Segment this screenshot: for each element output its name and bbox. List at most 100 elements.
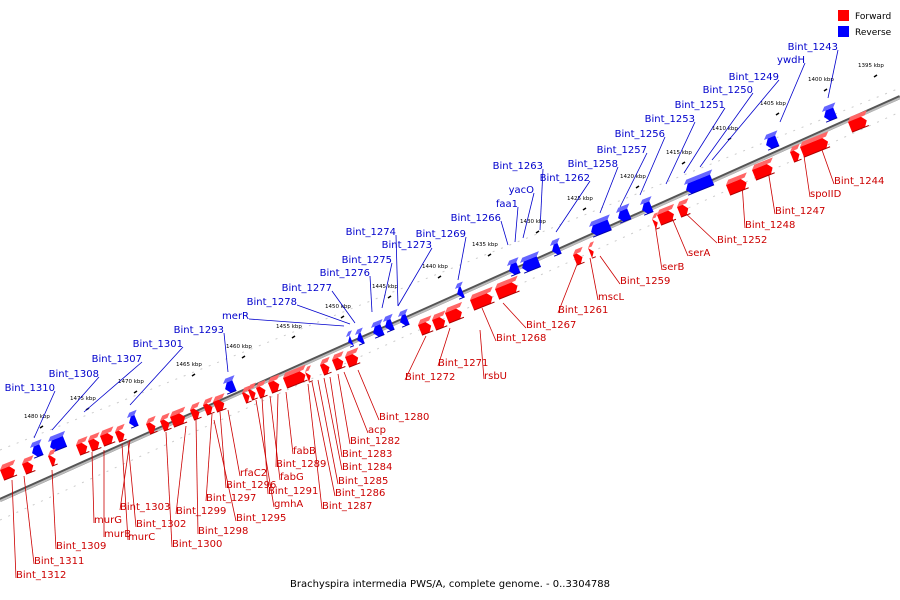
forward-gene-body	[160, 419, 170, 432]
reverse-gene-top	[30, 439, 42, 448]
kbp-label: 1425 kbp	[567, 196, 593, 202]
reverse-gene-label[interactable]: faa1	[496, 199, 518, 210]
forward-gene-label[interactable]: Bint_1298	[198, 526, 248, 537]
forward-gene-body	[213, 399, 225, 413]
forward-gene-label[interactable]: Bint_1271	[438, 358, 488, 369]
reverse-gene-label[interactable]: Bint_1253	[645, 114, 695, 125]
forward-gene-label[interactable]: Bint_1312	[16, 570, 66, 581]
forward-gene-label-leader	[589, 257, 599, 301]
forward-gene-label[interactable]: serB	[662, 262, 684, 273]
forward-gene-label[interactable]: Bint_1309	[56, 541, 106, 552]
kbp-tick	[133, 390, 138, 394]
reverse-gene-label[interactable]: Bint_1307	[92, 354, 142, 365]
forward-gene-label[interactable]: Bint_1302	[136, 519, 186, 530]
reverse-gene-label[interactable]: Bint_1249	[729, 72, 779, 83]
reverse-gene-label[interactable]: Bint_1274	[346, 227, 396, 238]
forward-gene-label[interactable]: Bint_1295	[236, 513, 286, 524]
reverse-gene-body	[824, 107, 838, 121]
forward-gene-label[interactable]: murC	[128, 532, 155, 543]
forward-gene-label-leader	[127, 441, 137, 528]
reverse-gene-label[interactable]: Bint_1276	[320, 268, 370, 279]
kbp-tick	[775, 112, 780, 116]
forward-gene-edge	[193, 416, 202, 421]
reverse-gene-label[interactable]: Bint_1301	[133, 339, 183, 350]
forward-gene-label-leader	[479, 329, 485, 380]
forward-gene-label-leader	[681, 209, 718, 244]
forward-gene-body	[432, 317, 446, 331]
forward-gene-body	[22, 461, 34, 475]
forward-gene-label[interactable]: Bint_1272	[405, 372, 455, 383]
forward-gene-label[interactable]: Bint_1286	[335, 488, 385, 499]
forward-gene-edge	[576, 261, 585, 266]
forward-gene-label[interactable]: Bint_1259	[620, 276, 670, 287]
reverse-gene	[550, 237, 562, 257]
reverse-gene-label[interactable]: Bint_1269	[416, 229, 466, 240]
forward-gene-label[interactable]: Bint_1300	[172, 539, 222, 550]
reverse-gene-label[interactable]: Bint_1250	[703, 85, 753, 96]
reverse-gene-label[interactable]: Bint_1308	[49, 369, 99, 380]
forward-gene-edge	[323, 371, 332, 376]
kbp-label: 1400 kbp	[808, 77, 834, 83]
forward-gene-label[interactable]: murB	[104, 529, 131, 540]
reverse-gene-label[interactable]: Bint_1275	[342, 255, 392, 266]
forward-gene-edge	[591, 256, 597, 259]
reverse-gene-top	[550, 237, 560, 246]
forward-gene-label[interactable]: Bint_1267	[526, 320, 576, 331]
forward-gene-label[interactable]: Bint_1248	[745, 220, 795, 231]
forward-gene-label[interactable]: Bint_1268	[496, 333, 546, 344]
reverse-gene-label[interactable]: Bint_1278	[247, 297, 297, 308]
forward-gene-label[interactable]: Bint_1282	[350, 436, 400, 447]
reverse-gene-label[interactable]: Bint_1277	[282, 283, 332, 294]
forward-gene-label[interactable]: Bint_1287	[322, 501, 372, 512]
kbp-tick	[487, 253, 492, 257]
reverse-gene-label[interactable]: Bint_1258	[568, 159, 618, 170]
forward-gene-label[interactable]: Bint_1244	[834, 176, 884, 187]
reverse-gene-label[interactable]: Bint_1251	[675, 100, 725, 111]
forward-gene-label[interactable]: Bint_1296	[226, 480, 276, 491]
reverse-gene-label[interactable]: Bint_1256	[615, 129, 665, 140]
forward-gene-top	[470, 286, 493, 300]
forward-gene-label[interactable]: mscL	[598, 292, 624, 303]
reverse-gene-label[interactable]: Bint_1243	[788, 42, 838, 53]
forward-gene-label[interactable]: Bint_1311	[34, 556, 84, 567]
reverse-gene-body	[686, 174, 715, 194]
forward-gene-label[interactable]: Bint_1299	[176, 506, 226, 517]
reverse-gene-label[interactable]: merR	[222, 311, 249, 322]
forward-gene-label[interactable]: Bint_1289	[276, 459, 326, 470]
forward-gene-label[interactable]: murG	[94, 515, 122, 526]
forward-gene-label[interactable]: Bint_1283	[342, 449, 392, 460]
reverse-gene-body	[642, 201, 654, 214]
forward-gene-label[interactable]: Bint_1261	[558, 305, 608, 316]
forward-gene-label[interactable]: serA	[688, 248, 710, 259]
reverse-gene-label[interactable]: Bint_1257	[597, 145, 647, 156]
forward-gene-label[interactable]: rsbU	[484, 371, 507, 382]
forward-gene-label[interactable]: fabG	[280, 472, 304, 483]
forward-gene-label[interactable]: rfaC2	[240, 468, 267, 479]
reverse-gene-top	[822, 102, 836, 112]
reverse-gene-label[interactable]: yacO	[509, 185, 535, 196]
forward-gene-label[interactable]: Bint_1297	[206, 493, 256, 504]
forward-gene-label[interactable]: Bint_1280	[379, 412, 429, 423]
reverse-gene-label[interactable]: Bint_1310	[5, 383, 55, 394]
reverse-gene-label[interactable]: Bint_1262	[540, 173, 590, 184]
forward-gene-label[interactable]: fabB	[293, 446, 316, 457]
reverse-gene-label[interactable]: Bint_1273	[382, 240, 432, 251]
forward-gene-label[interactable]: Bint_1247	[775, 206, 825, 217]
reverse-gene-label[interactable]: ywdH	[777, 55, 805, 66]
forward-gene-label[interactable]: Bint_1303	[120, 502, 170, 513]
reverse-gene-label[interactable]: Bint_1263	[493, 161, 543, 172]
forward-gene-label[interactable]: Bint_1285	[338, 476, 388, 487]
forward-gene-label[interactable]: spoIID	[810, 189, 842, 200]
forward-gene-edge	[498, 290, 520, 300]
forward-gene-label[interactable]: Bint_1284	[342, 462, 392, 473]
forward-gene-label[interactable]: Bint_1252	[717, 235, 767, 246]
forward-gene-label[interactable]: Bint_1291	[268, 486, 318, 497]
forward-gene-label[interactable]: acp	[368, 425, 386, 436]
reverse-gene-label[interactable]: Bint_1266	[451, 213, 501, 224]
reverse-gene-label[interactable]: Bint_1293	[174, 325, 224, 336]
forward-gene-label-leader	[219, 411, 227, 489]
forward-gene-label[interactable]: gmhA	[274, 499, 303, 510]
reverse-gene	[127, 409, 139, 429]
reverse-gene-top	[48, 430, 66, 442]
reverse-gene-edge	[33, 454, 44, 459]
